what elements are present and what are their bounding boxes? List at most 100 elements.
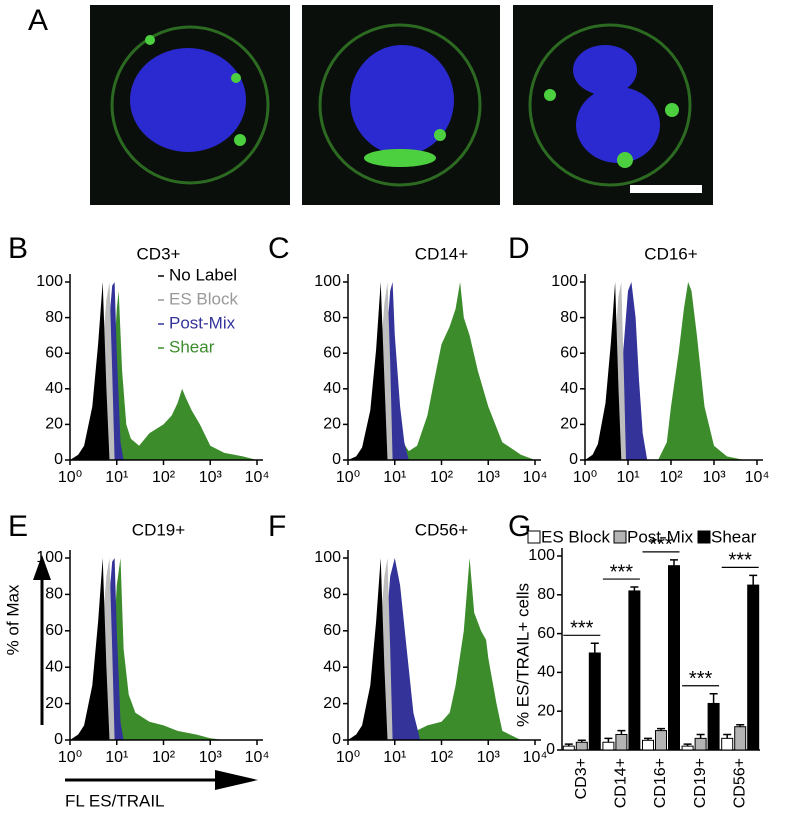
- bar: [747, 584, 760, 751]
- cluster: [364, 149, 436, 167]
- error-bar: [657, 727, 665, 731]
- panel-label: C: [268, 232, 290, 265]
- bar: [694, 737, 707, 751]
- y-tick-label: 20: [560, 416, 578, 433]
- bar: [707, 702, 720, 751]
- x-tick-label: 10²: [659, 469, 683, 486]
- y-tick-label: 60: [45, 622, 63, 639]
- y-tick-label: 100: [314, 273, 341, 290]
- significance-label: ***: [729, 550, 753, 572]
- histogram: [84, 558, 124, 740]
- bar: [734, 726, 747, 751]
- y-tick-label: 60: [323, 344, 341, 361]
- histogram: [362, 558, 421, 740]
- x-tick-label: 10²: [152, 469, 176, 486]
- chart-title: CD14+: [415, 244, 468, 263]
- x-tick-label: 10⁴: [523, 749, 548, 766]
- histogram: [380, 282, 535, 460]
- bar: [615, 733, 628, 751]
- chart-title: CD16+: [644, 244, 697, 263]
- histogram: [348, 558, 388, 740]
- cluster: [665, 103, 679, 117]
- y-tick-label: 60: [323, 622, 341, 639]
- error-bar: [696, 733, 705, 739]
- error-bar: [749, 574, 758, 586]
- y-tick-label: 0: [546, 741, 555, 758]
- legend-label: Post-Mix: [169, 313, 236, 332]
- panel-label: A: [28, 4, 48, 37]
- x-tick-label: 10⁴: [523, 469, 548, 486]
- x-tick-label: CD19+: [692, 758, 709, 808]
- bar: [642, 739, 654, 751]
- y-tick-label: 0: [332, 451, 341, 468]
- x-tick-label: CD14+: [613, 758, 630, 808]
- y-tick-label: 20: [45, 695, 63, 712]
- error-bar: [736, 724, 745, 727]
- significance-label: ***: [689, 668, 713, 690]
- legend-swatch: [527, 530, 541, 544]
- x-tick-label: 10²: [430, 749, 454, 766]
- y-tick-label: 40: [537, 664, 555, 681]
- error-bar: [577, 739, 586, 743]
- y-tick-label: 20: [323, 695, 341, 712]
- y-tick-label: 60: [537, 625, 555, 642]
- y-tick-label: 80: [45, 586, 63, 603]
- legend-label: No Label: [169, 265, 237, 284]
- y-tick-label: 80: [537, 586, 555, 603]
- error-bar: [709, 692, 718, 704]
- error-bar: [723, 733, 732, 739]
- bar: [721, 737, 734, 751]
- x-tick-label: 10³: [477, 469, 501, 486]
- x-tick-label: CD16+: [652, 758, 669, 808]
- y-tick-label: 100: [528, 547, 555, 564]
- legend-label: Shear: [169, 337, 215, 356]
- cluster: [544, 89, 556, 101]
- cell-membrane: [318, 23, 482, 187]
- error-bar: [590, 642, 599, 653]
- y-tick-label: 80: [323, 309, 341, 326]
- cluster: [145, 35, 155, 45]
- y-tick-label: 20: [45, 416, 63, 433]
- histogram: [106, 290, 258, 460]
- y-tick-label: 80: [323, 586, 341, 603]
- panel-label: B: [8, 232, 28, 265]
- bar: [681, 745, 694, 751]
- y-tick-label: 60: [560, 344, 578, 361]
- y-arrow-head: [33, 555, 51, 580]
- chart-title: CD19+: [132, 520, 185, 539]
- y-tick-label: 80: [560, 309, 578, 326]
- error-bar: [683, 743, 692, 747]
- x-tick-label: 10¹: [383, 469, 406, 486]
- x-tick-label: 10¹: [105, 749, 128, 766]
- x-tick-label: 10⁰: [336, 469, 360, 486]
- y-tick-label: 20: [537, 702, 555, 719]
- significance-label: ***: [570, 618, 594, 640]
- histogram: [84, 282, 124, 460]
- x-tick-label: 10²: [152, 749, 176, 766]
- x-tick-label: 10¹: [383, 749, 406, 766]
- panel-label: F: [268, 510, 286, 543]
- y-tick-label: 40: [45, 380, 63, 397]
- y-tick-label: 0: [54, 731, 63, 748]
- x-tick-label: 10¹: [616, 469, 639, 486]
- x-tick-label: 10³: [702, 469, 726, 486]
- cell-membrane: [110, 25, 270, 185]
- legend-label: ES Block: [541, 527, 610, 546]
- histogram: [585, 282, 622, 460]
- nucleus: [573, 45, 637, 95]
- y-tick-label: 60: [45, 344, 63, 361]
- bar: [655, 730, 667, 751]
- significance-label: ***: [610, 561, 634, 583]
- x-tick-label: 10⁴: [245, 469, 270, 486]
- x-tick-label: CD56+: [731, 758, 748, 808]
- cell-membrane: [528, 23, 692, 187]
- cluster: [434, 129, 446, 141]
- legend-label: Post-Mix: [627, 527, 694, 546]
- bar: [562, 745, 575, 751]
- y-tick-label: 0: [54, 451, 63, 468]
- histogram: [70, 558, 110, 740]
- chart-title: CD3+: [137, 244, 181, 263]
- nucleus: [350, 45, 454, 155]
- x-tick-label: 10⁰: [58, 749, 82, 766]
- error-bar: [564, 743, 573, 747]
